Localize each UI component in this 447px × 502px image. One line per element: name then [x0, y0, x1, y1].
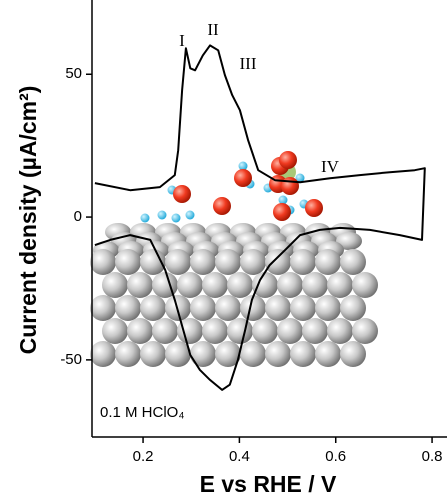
y-tick-label: -50: [60, 351, 82, 368]
bulk-atom: [177, 318, 203, 344]
bulk-atom: [252, 272, 278, 298]
bulk-atom: [127, 272, 153, 298]
bulk-atom: [140, 295, 166, 321]
bulk-atom: [340, 249, 366, 275]
bulk-atom: [290, 249, 316, 275]
oxygen-atom: [173, 185, 191, 203]
bulk-atom: [90, 295, 116, 321]
oxygen-atom: [281, 177, 299, 195]
bulk-atom: [190, 341, 216, 367]
bulk-atom: [352, 318, 378, 344]
bulk-atom: [290, 341, 316, 367]
bulk-atom: [240, 249, 266, 275]
bulk-atom: [202, 272, 228, 298]
bulk-atom: [127, 318, 153, 344]
bulk-atom: [140, 249, 166, 275]
bulk-atom: [102, 272, 128, 298]
x-axis-title: E vs RHE / V: [200, 471, 337, 497]
bulk-atom: [252, 318, 278, 344]
bulk-atom: [302, 272, 328, 298]
illustration: [90, 151, 378, 367]
x-tick-label: 0.2: [133, 448, 154, 465]
bulk-atom: [340, 341, 366, 367]
oxygen-atom: [234, 169, 252, 187]
hydrogen-atom: [295, 173, 305, 183]
oxygen-atom: [213, 197, 231, 215]
bulk-atom: [290, 295, 316, 321]
bulk-atom: [265, 295, 291, 321]
bulk-atom: [215, 341, 241, 367]
bulk-atom: [240, 295, 266, 321]
bulk-atom: [315, 295, 341, 321]
bulk-atom: [215, 295, 241, 321]
bulk-atom: [340, 295, 366, 321]
bulk-atom: [115, 295, 141, 321]
bulk-atom: [327, 318, 353, 344]
bulk-atom: [227, 272, 253, 298]
oxygen-atom: [279, 151, 297, 169]
bulk-atom: [115, 341, 141, 367]
oxygen-atom: [305, 199, 323, 217]
bulk-atom: [202, 318, 228, 344]
bulk-atom: [265, 341, 291, 367]
hydrogen-atom: [171, 213, 181, 223]
bulk-atom: [265, 249, 291, 275]
cv-curve: [94, 44, 426, 391]
bulk-atom: [227, 318, 253, 344]
x-tick-label: 0.4: [229, 448, 250, 465]
bulk-atom: [177, 272, 203, 298]
hydrogen-atom: [157, 210, 167, 220]
surface-atom: [336, 232, 362, 250]
annotation: IV: [321, 157, 340, 176]
bulk-atom: [140, 341, 166, 367]
bulk-atom: [302, 318, 328, 344]
x-tick-label: 0.8: [422, 448, 443, 465]
bulk-atom: [115, 249, 141, 275]
bulk-atom: [102, 318, 128, 344]
hydrogen-atom: [185, 210, 195, 220]
bulk-atom: [190, 295, 216, 321]
annotation: I: [179, 31, 185, 50]
bulk-atom: [152, 318, 178, 344]
bulk-atom: [277, 318, 303, 344]
oxygen-atom: [273, 203, 291, 221]
bulk-atom: [352, 272, 378, 298]
bulk-atom: [165, 249, 191, 275]
hydrogen-atom: [278, 195, 288, 205]
bulk-atom: [152, 272, 178, 298]
x-tick-label: 0.6: [325, 448, 346, 465]
bulk-atom: [190, 249, 216, 275]
bulk-atom: [90, 249, 116, 275]
annotation: 0.1 M HClO₄: [100, 404, 184, 421]
bulk-atom: [215, 249, 241, 275]
bulk-atom: [165, 341, 191, 367]
y-tick-label: 50: [65, 65, 82, 82]
annotation: II: [207, 20, 219, 39]
y-axis-title: Current density (µA/cm²): [15, 86, 41, 355]
bulk-atom: [240, 341, 266, 367]
bulk-atom: [327, 272, 353, 298]
hydrogen-atom: [140, 213, 150, 223]
bulk-atom: [315, 249, 341, 275]
hydrogen-atom: [238, 161, 248, 171]
annotation: III: [240, 54, 257, 73]
bulk-atom: [277, 272, 303, 298]
bulk-atom: [90, 341, 116, 367]
bulk-atom: [315, 341, 341, 367]
y-tick-label: 0: [74, 208, 82, 225]
